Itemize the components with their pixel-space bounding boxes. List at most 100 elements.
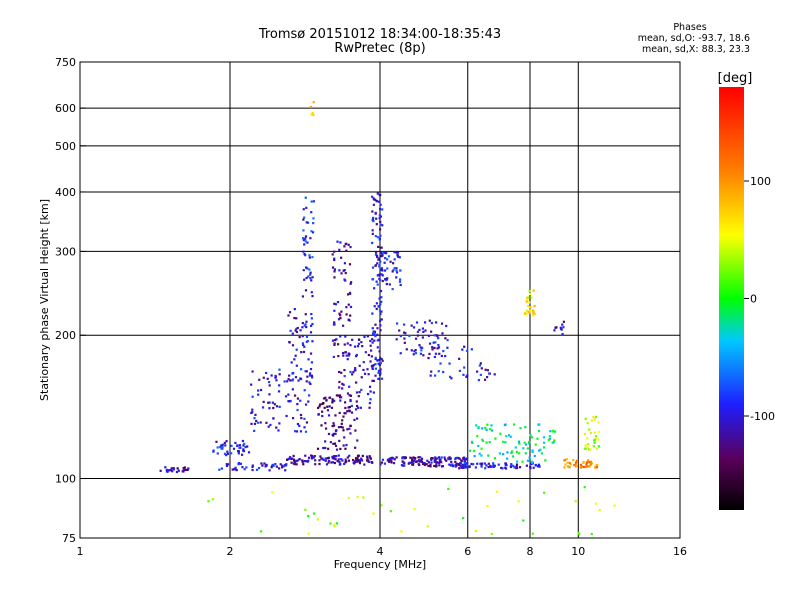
- scatter-point: [295, 327, 298, 331]
- scatter-point: [325, 399, 328, 402]
- scatter-point: [287, 378, 290, 381]
- scatter-point: [335, 448, 339, 451]
- scatter-point: [328, 405, 331, 408]
- scatter-point: [219, 445, 222, 449]
- scatter-point: [371, 379, 374, 382]
- scatter-point: [294, 430, 297, 433]
- scatter-point: [538, 449, 541, 452]
- scatter-point: [463, 463, 466, 466]
- scatter-point: [345, 242, 348, 245]
- scatter-point: [247, 451, 251, 454]
- scatter-point: [356, 495, 359, 498]
- scatter-point: [433, 464, 436, 468]
- scatter-point: [324, 459, 327, 462]
- scatter-point: [499, 432, 502, 435]
- scatter-point: [444, 354, 447, 358]
- scatter-point: [371, 195, 374, 198]
- scatter-point: [375, 280, 378, 283]
- scatter-point: [400, 464, 404, 467]
- scatter-point: [553, 329, 556, 332]
- scatter-point: [480, 454, 483, 457]
- scatter-point: [381, 224, 384, 227]
- scatter-point: [324, 446, 327, 450]
- scatter-point: [492, 464, 495, 467]
- scatter-point: [305, 276, 308, 280]
- scatter-point: [224, 444, 227, 447]
- scatter-point: [371, 332, 375, 335]
- scatter-point: [342, 444, 345, 447]
- scatter-point: [586, 446, 589, 449]
- scatter-point: [329, 522, 332, 525]
- scatter-point: [522, 447, 525, 450]
- scatter-point: [504, 464, 507, 467]
- scatter-point: [434, 341, 437, 344]
- scatter-point: [302, 343, 305, 347]
- scatter-point: [378, 319, 382, 323]
- scatter-point: [187, 467, 190, 470]
- scatter-point: [244, 445, 247, 449]
- scatter-point: [393, 267, 396, 270]
- scatter-point: [346, 410, 349, 413]
- colorbar: [719, 87, 744, 510]
- scatter-point: [236, 444, 239, 447]
- scatter-point: [333, 343, 336, 347]
- scatter-point: [253, 422, 257, 425]
- scatter-point: [172, 468, 176, 471]
- scatter-point: [354, 408, 358, 411]
- scatter-point: [395, 456, 398, 459]
- scatter-point: [468, 449, 472, 452]
- scatter-point: [547, 438, 550, 442]
- scatter-point: [595, 447, 599, 450]
- scatter-point: [259, 530, 263, 533]
- colorbar-label: [deg]: [718, 71, 753, 86]
- scatter-point: [183, 467, 186, 470]
- scatter-point: [528, 440, 531, 444]
- scatter-point: [462, 466, 465, 469]
- scatter-point: [337, 354, 340, 358]
- scatter-point: [295, 317, 298, 320]
- scatter-point: [356, 457, 359, 460]
- scatter-point: [262, 400, 265, 403]
- scatter-point: [332, 455, 336, 458]
- scatter-point: [380, 273, 383, 276]
- scatter-point: [334, 429, 338, 432]
- scatter-point: [378, 228, 382, 231]
- scatter-point: [218, 468, 221, 471]
- scatter-point: [358, 338, 361, 341]
- scatter-point: [409, 456, 412, 459]
- scatter-point: [310, 374, 314, 377]
- scatter-point: [287, 314, 290, 317]
- scatter-point: [466, 374, 469, 377]
- scatter-point: [280, 466, 284, 469]
- scatter-point: [333, 257, 336, 260]
- scatter-point: [372, 220, 375, 223]
- scatter-point: [429, 463, 432, 466]
- scatter-point: [322, 458, 325, 461]
- scatter-point: [479, 373, 482, 376]
- scatter-point: [243, 468, 246, 471]
- scatter-point: [613, 504, 616, 507]
- scatter-point: [342, 415, 345, 418]
- scatter-point: [448, 457, 452, 461]
- scatter-point: [526, 296, 530, 299]
- scatter-point: [396, 254, 399, 258]
- scatter-point: [510, 450, 514, 453]
- scatter-point: [565, 458, 568, 461]
- scatter-point: [358, 364, 361, 367]
- scatter-point: [316, 518, 319, 521]
- scatter-point: [302, 269, 305, 272]
- scatter-point: [341, 426, 344, 429]
- scatter-point: [381, 274, 384, 277]
- scatter-point: [295, 463, 298, 466]
- scatter-point: [515, 465, 518, 468]
- scatter-point: [458, 467, 461, 470]
- scatter-point: [293, 307, 296, 311]
- y-tick-label: 750: [55, 56, 76, 69]
- scatter-point: [346, 392, 350, 395]
- scatter-point: [448, 375, 452, 378]
- scatter-point: [237, 463, 240, 466]
- scatter-point: [462, 456, 466, 459]
- scatter-point: [442, 370, 445, 374]
- scatter-point: [339, 447, 342, 451]
- scatter-point: [552, 441, 555, 444]
